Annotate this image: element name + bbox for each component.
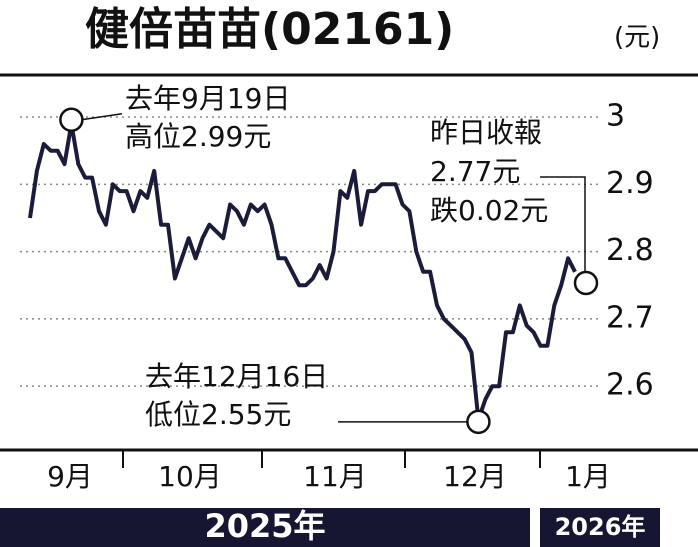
x-tick-label: 12月 bbox=[443, 460, 507, 493]
annotation: 低位2.55元 bbox=[145, 398, 291, 431]
year-label: 2026年 bbox=[555, 513, 646, 541]
y-tick-label: 2.6 bbox=[606, 368, 654, 403]
annotation: 2.77元 bbox=[430, 155, 520, 188]
y-tick-label: 2.7 bbox=[606, 300, 654, 335]
annotation: 去年9月19日 bbox=[125, 82, 290, 115]
annotation: 跌0.02元 bbox=[430, 194, 548, 227]
price-line bbox=[28, 121, 577, 422]
x-tick-label: 11月 bbox=[303, 460, 367, 493]
unit-label: (元) bbox=[614, 23, 660, 53]
x-tick-label: 1月 bbox=[565, 460, 611, 493]
x-tick-label: 10月 bbox=[158, 460, 222, 493]
annotation: 去年12月16日 bbox=[145, 360, 328, 393]
marker-circle bbox=[59, 107, 84, 133]
marker-circle bbox=[573, 270, 599, 296]
leader-line bbox=[540, 176, 586, 272]
year-label: 2025年 bbox=[204, 507, 325, 545]
annotation: 高位2.99元 bbox=[125, 120, 271, 153]
annotation: 昨日收報 bbox=[430, 116, 542, 149]
marker-circle bbox=[466, 409, 491, 435]
y-tick-label: 2.8 bbox=[606, 233, 654, 268]
year-bar bbox=[540, 508, 660, 547]
year-bar bbox=[0, 508, 530, 547]
leader-line bbox=[81, 113, 123, 121]
y-tick-label: 3 bbox=[606, 99, 625, 134]
x-tick-label: 9月 bbox=[47, 460, 93, 493]
y-tick-label: 2.9 bbox=[606, 166, 654, 201]
chart-title: 健倍苗苗(02161) bbox=[85, 4, 454, 55]
